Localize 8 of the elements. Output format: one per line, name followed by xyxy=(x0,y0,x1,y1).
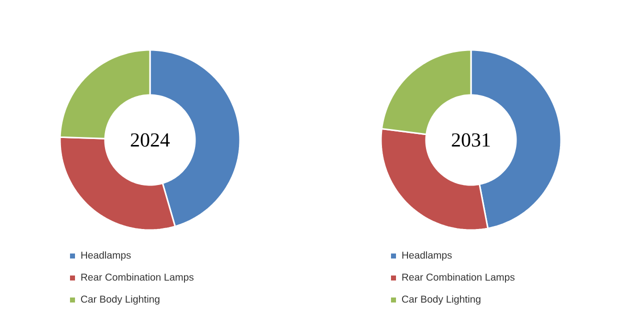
text: 2031 xyxy=(452,133,490,147)
legend-label: Headlamps xyxy=(402,251,452,261)
legend-label: Headlamps xyxy=(81,251,131,261)
legend-label: Car Body Lighting xyxy=(81,295,160,305)
legend-label: Rear Combination Lamps xyxy=(81,273,194,283)
legend-label: Car Body Lighting xyxy=(402,295,480,305)
legend-label: Rear Combination Lamps xyxy=(402,273,515,283)
text: 2024 xyxy=(130,133,170,147)
